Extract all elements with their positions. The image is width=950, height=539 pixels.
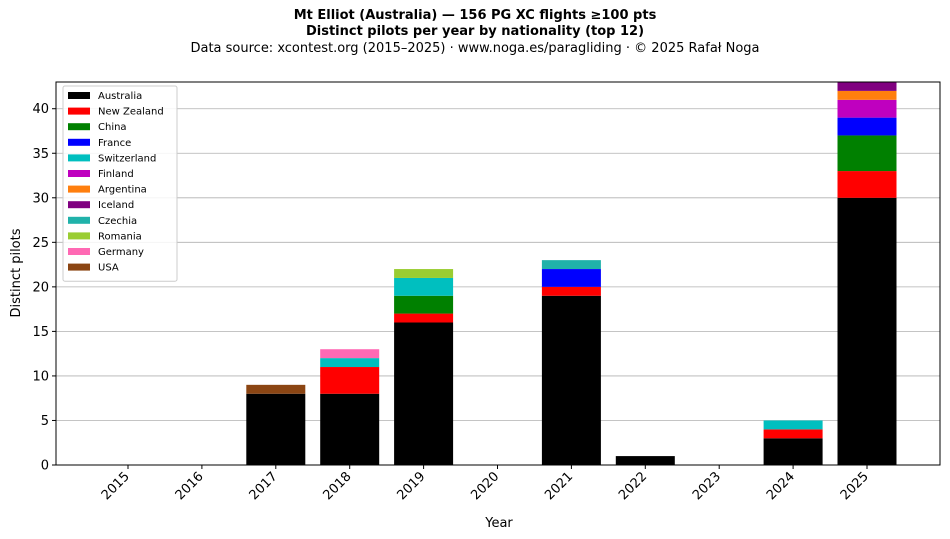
bar-segment (837, 117, 897, 136)
legend-item: New Zealand (68, 107, 164, 118)
bar-segment (837, 171, 897, 198)
legend-item: France (68, 138, 131, 149)
y-tick-label: 25 (32, 236, 49, 251)
legend-swatch (68, 232, 90, 240)
x-tick-label: 2022 (616, 469, 650, 503)
legend-item: Iceland (68, 200, 134, 211)
legend-label: Argentina (98, 185, 147, 196)
legend-label: France (98, 138, 131, 149)
legend-label: New Zealand (98, 107, 164, 118)
legend-swatch (68, 170, 90, 177)
x-tick-label: 2021 (542, 469, 576, 503)
legend-swatch (68, 154, 90, 162)
plot-frame (55, 81, 941, 466)
legend-label: USA (98, 263, 119, 274)
x-tick-label: 2024 (764, 469, 798, 503)
legend-label: Finland (98, 169, 134, 180)
legend-item: China (68, 122, 127, 133)
legend-swatch (68, 248, 90, 255)
legend-swatch (68, 92, 90, 99)
y-tick-label: 0 (41, 459, 49, 474)
legend-item: Czechia (68, 216, 137, 227)
bar-segment (541, 286, 601, 296)
bar-segment (541, 269, 601, 287)
x-tick-label: 2020 (468, 469, 502, 503)
legend-label: Iceland (98, 200, 134, 211)
bar-segment (837, 90, 897, 100)
bar-segment (320, 393, 380, 465)
bar-segment (320, 358, 380, 368)
legend-item: Finland (68, 169, 134, 180)
y-tick-label: 35 (32, 147, 49, 162)
bar-segment (763, 420, 823, 430)
legend-label: Germany (98, 247, 144, 258)
bar-segment (394, 295, 454, 314)
legend-label: China (98, 122, 127, 133)
x-tick-label: 2017 (247, 469, 281, 503)
bar-segment (763, 438, 823, 465)
legend-item: Australia (68, 91, 142, 102)
bar-segment (837, 99, 897, 118)
legend-label: Romania (98, 231, 142, 242)
bar-segment (837, 197, 897, 465)
legend-item: Germany (68, 247, 144, 258)
x-tick-label: 2023 (690, 469, 724, 503)
legend-item: Romania (68, 231, 142, 242)
chart-titles: Mt Elliot (Australia) — 156 PG XC flight… (0, 8, 950, 57)
bar-segment (246, 384, 306, 394)
x-tick-label: 2018 (321, 469, 355, 503)
legend-swatch (68, 107, 90, 115)
legend-box (62, 85, 178, 282)
y-tick-label: 5 (41, 414, 49, 429)
bar-segment (320, 367, 380, 394)
legend-swatch (68, 216, 90, 224)
bar-segment (837, 82, 897, 91)
bar-segment (394, 269, 454, 278)
y-tick-label: 30 (32, 191, 49, 206)
x-tick-label: 2015 (99, 469, 133, 503)
bar-segment (837, 135, 897, 172)
bar-segment (541, 295, 601, 465)
legend: Australia New Zealand China France Switzerla… (62, 85, 178, 282)
x-tick-label: 2025 (838, 469, 872, 503)
legend-label: Australia (98, 91, 142, 102)
bar-segment (394, 277, 454, 296)
x-axis-label: Year (484, 516, 513, 531)
x-tick-label: 2016 (173, 469, 207, 503)
legend-item: Switzerland (68, 153, 156, 164)
x-tick-label: 2019 (394, 469, 428, 503)
legend-swatch (68, 263, 90, 271)
bar-segment (246, 393, 306, 465)
legend-swatch (68, 123, 90, 131)
bar-segment (615, 456, 675, 465)
y-tick-label: 10 (32, 369, 49, 384)
bar-segment (541, 260, 601, 270)
chart-title: Mt Elliot (Australia) — 156 PG XC flight… (293, 8, 657, 23)
bar-segment (394, 313, 454, 323)
bar-segment (763, 429, 823, 439)
legend-swatch (68, 201, 90, 209)
legend-item: Argentina (68, 185, 147, 196)
legend-item: USA (68, 263, 119, 274)
chart-source: Data source: xcontest.org (2015–2025) · … (190, 41, 760, 56)
gridlines (56, 108, 940, 466)
y-axis-label: Distinct pilots (9, 228, 24, 317)
y-tick-label: 15 (32, 325, 49, 340)
legend-swatch (68, 138, 90, 146)
bars (246, 82, 897, 465)
bar-segment (394, 322, 454, 465)
chart-subtitle: Distinct pilots per year by nationality … (305, 24, 645, 39)
legend-label: Czechia (98, 216, 137, 227)
legend-swatch (68, 185, 90, 193)
bar-segment (320, 349, 380, 359)
y-tick-label: 40 (32, 102, 49, 117)
y-tick-label: 20 (32, 280, 49, 295)
legend-label: Switzerland (98, 153, 156, 164)
